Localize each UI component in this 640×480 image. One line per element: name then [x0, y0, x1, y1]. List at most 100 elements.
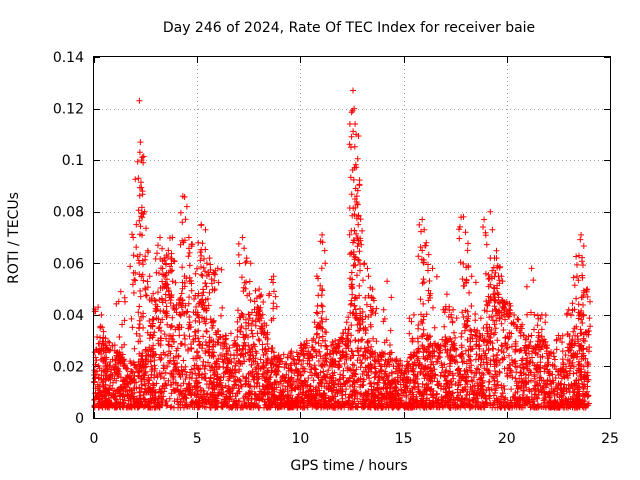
- data-point: [320, 368, 327, 375]
- data-point: [345, 326, 352, 333]
- data-point: [202, 375, 209, 382]
- data-point: [266, 292, 272, 299]
- data-point: [453, 315, 460, 322]
- data-point: [159, 388, 165, 395]
- data-point: [318, 324, 325, 331]
- data-point: [508, 357, 515, 363]
- data-point: [301, 377, 308, 384]
- data-point: [531, 311, 538, 318]
- data-point: [129, 281, 136, 288]
- data-point: [326, 398, 333, 405]
- data-point: [192, 317, 199, 324]
- data-point: [580, 373, 587, 380]
- x-tick-label: 25: [601, 431, 619, 447]
- data-point: [324, 346, 331, 353]
- data-point: [502, 340, 509, 347]
- data-point: [417, 296, 424, 303]
- data-point: [194, 265, 200, 272]
- data-point: [314, 310, 321, 317]
- data-point: [211, 372, 218, 379]
- data-point: [176, 332, 183, 339]
- data-point: [188, 287, 195, 294]
- data-point: [468, 273, 475, 280]
- data-point: [334, 343, 341, 350]
- data-point: [195, 365, 202, 372]
- data-point: [336, 376, 343, 383]
- data-point: [475, 366, 482, 373]
- data-point: [468, 377, 475, 384]
- data-point: [329, 363, 336, 370]
- data-point: [246, 290, 253, 297]
- data-point: [203, 283, 210, 290]
- data-point: [270, 300, 277, 307]
- data-point: [318, 302, 325, 309]
- data-point: [197, 391, 204, 398]
- data-point: [452, 402, 459, 408]
- data-point: [210, 379, 217, 386]
- data-point: [575, 301, 582, 308]
- data-point: [517, 347, 524, 354]
- data-point: [213, 358, 220, 365]
- data-point: [464, 318, 471, 325]
- data-point: [518, 379, 525, 386]
- data-point: [294, 384, 301, 391]
- data-point: [137, 375, 144, 382]
- data-point: [104, 361, 111, 368]
- data-point: [446, 384, 453, 391]
- data-point: [248, 327, 255, 334]
- data-point: [379, 391, 385, 398]
- data-point: [202, 246, 209, 253]
- chart-title: Day 246 of 2024, Rate Of TEC Index for r…: [163, 20, 535, 36]
- data-point: [436, 354, 443, 361]
- data-point: [121, 341, 128, 348]
- data-point: [544, 381, 551, 388]
- data-point: [233, 360, 240, 367]
- data-point: [260, 299, 267, 305]
- data-point: [473, 351, 480, 358]
- data-point: [419, 381, 426, 387]
- data-point: [184, 308, 191, 315]
- data-point: [276, 361, 283, 368]
- data-point: [524, 355, 531, 362]
- data-point: [567, 341, 574, 348]
- data-point: [217, 333, 224, 340]
- data-point: [582, 355, 589, 362]
- data-point: [500, 311, 507, 318]
- data-point: [451, 329, 457, 336]
- data-point: [580, 404, 587, 411]
- data-point: [188, 366, 195, 373]
- data-point: [373, 369, 380, 376]
- data-point: [145, 374, 152, 381]
- data-point: [193, 304, 199, 310]
- data-point: [352, 185, 359, 192]
- data-point: [252, 287, 259, 294]
- data-point: [162, 297, 169, 304]
- data-point: [140, 261, 146, 268]
- data-point: [205, 359, 211, 366]
- data-point: [438, 360, 445, 367]
- data-point: [200, 358, 207, 365]
- data-point: [188, 375, 195, 382]
- data-point: [277, 358, 284, 365]
- data-point: [177, 341, 184, 347]
- data-point: [253, 401, 260, 408]
- data-point: [463, 279, 470, 286]
- data-point: [182, 335, 188, 342]
- data-point: [175, 353, 182, 360]
- data-point: [358, 345, 364, 352]
- data-point: [410, 311, 417, 318]
- data-point: [368, 383, 375, 390]
- data-point: [374, 403, 381, 410]
- data-point: [293, 361, 300, 368]
- data-point: [167, 358, 173, 365]
- data-point: [537, 338, 544, 345]
- data-point: [566, 358, 573, 365]
- data-point: [243, 332, 250, 339]
- data-point: [180, 380, 187, 387]
- data-point: [317, 282, 324, 289]
- data-point: [546, 394, 553, 401]
- data-point: [578, 258, 585, 265]
- data-point: [191, 296, 197, 302]
- data-point: [162, 291, 169, 298]
- data-point: [91, 308, 98, 315]
